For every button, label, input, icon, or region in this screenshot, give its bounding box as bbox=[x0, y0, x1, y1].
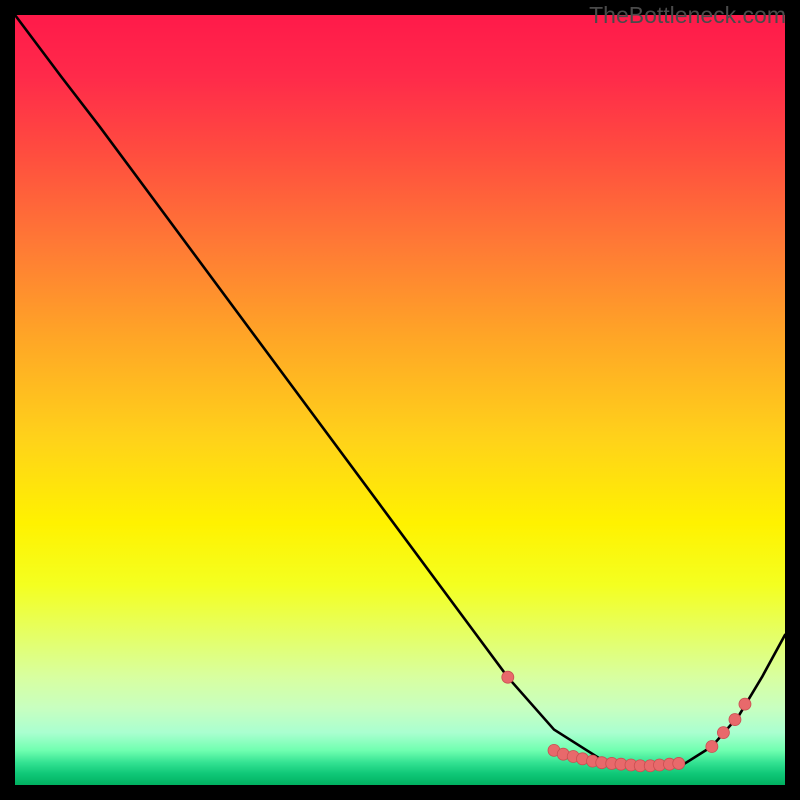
watermark-text: TheBottleneck.com bbox=[589, 2, 786, 29]
data-marker bbox=[729, 714, 741, 726]
curve-layer bbox=[15, 15, 785, 785]
data-marker bbox=[706, 741, 718, 753]
data-marker bbox=[739, 698, 751, 710]
data-marker bbox=[502, 671, 514, 683]
data-markers bbox=[502, 671, 751, 772]
plot-area bbox=[15, 15, 785, 785]
data-marker bbox=[673, 757, 685, 769]
data-marker bbox=[717, 727, 729, 739]
chart-container: TheBottleneck.com bbox=[0, 0, 800, 800]
bottleneck-curve bbox=[15, 15, 785, 767]
